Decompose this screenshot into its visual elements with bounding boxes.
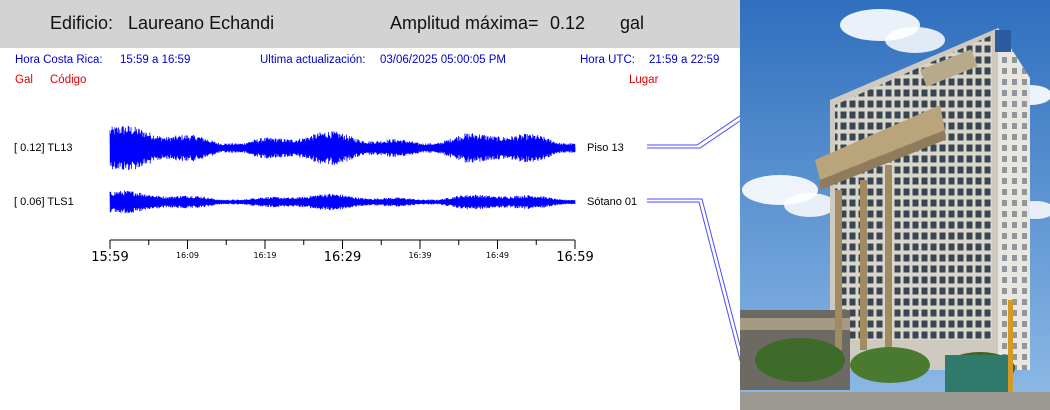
- channel-label-tls1: [ 0.06] TLS1: [14, 196, 74, 208]
- building-photo: [740, 0, 1050, 410]
- cr-time-range: 15:59 a 16:59: [120, 54, 191, 66]
- leader-line-piso-13: [647, 115, 740, 149]
- max-amplitude-label: Amplitud máxima=: [390, 13, 539, 33]
- channel-label-tl13: [ 0.12] TL13: [14, 142, 73, 154]
- trace-tls1: [109, 190, 576, 214]
- header-bar: [0, 0, 740, 48]
- seismogram-chart: 15:59 16:09 16:19 16:29 16:39 16:49 16:59: [91, 115, 740, 362]
- update-label: Ultima actualización:: [260, 54, 366, 66]
- code-column-header: Código: [50, 74, 87, 86]
- max-amplitude-value: 0.12: [550, 13, 586, 33]
- place-column-header: Lugar: [629, 74, 659, 86]
- tick-label: 16:09: [176, 251, 199, 260]
- tick-label: 16:29: [324, 250, 361, 265]
- tick-label: 15:59: [91, 250, 128, 265]
- cr-time-label: Hora Costa Rica:: [15, 54, 103, 66]
- tick-label: 16:19: [253, 251, 276, 260]
- leader-line-sotano-01: [647, 198, 740, 362]
- tick-label: 16:59: [556, 250, 593, 265]
- gal-column-header: Gal: [15, 74, 33, 86]
- utc-time-range: 21:59 a 22:59: [649, 54, 720, 66]
- place-label-tls1: Sótano 01: [587, 196, 638, 208]
- trace-tl13: [109, 125, 576, 171]
- max-amplitude-unit: gal: [620, 13, 645, 33]
- update-value: 03/06/2025 05:00:05 PM: [380, 54, 506, 66]
- building-label: Edificio:: [50, 13, 114, 33]
- building-name: Laureano Echandi: [128, 13, 275, 33]
- place-label-tl13: Piso 13: [587, 142, 624, 154]
- tick-label: 16:49: [486, 251, 509, 260]
- tick-label: 16:39: [408, 251, 431, 260]
- utc-time-label: Hora UTC:: [580, 54, 635, 66]
